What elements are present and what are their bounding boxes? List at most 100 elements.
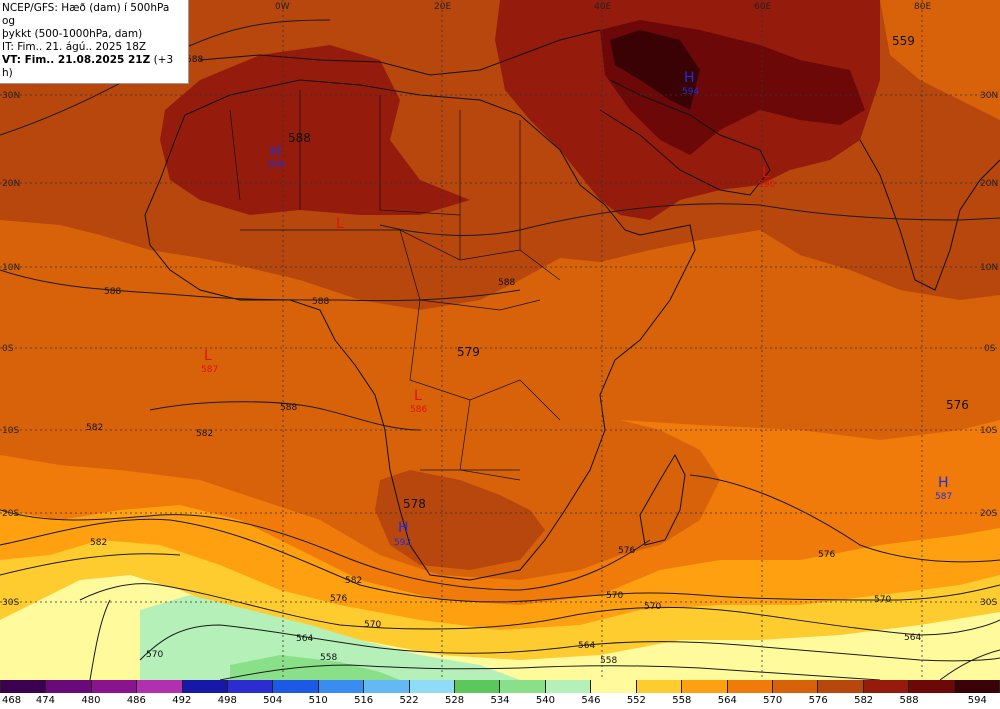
svg-text:H: H (270, 144, 281, 160)
svg-text:587: 587 (201, 365, 218, 375)
colorbar-swatch (818, 680, 864, 693)
field-600-core (610, 30, 700, 110)
svg-text:H: H (684, 70, 695, 86)
field-value-label: 588 (288, 131, 311, 145)
svg-text:586: 586 (410, 405, 427, 415)
lon-label: 60E (754, 2, 771, 12)
contour-558 (219, 664, 881, 680)
contour-564 (139, 624, 1000, 662)
valid-time: VT: Fim.. 21.08.2025 21Z (+3 h) (2, 54, 184, 80)
contour-labels: 588 588 588 588 588 582 582 582 582 576 … (86, 55, 921, 666)
lat-label: 20N (2, 179, 20, 189)
contour-label: 582 (196, 429, 213, 439)
contour-label: 576 (818, 550, 835, 560)
contour-label: 582 (86, 423, 103, 433)
colorbar-swatch (364, 680, 410, 693)
colorbar-tick-label: 492 (172, 695, 192, 706)
colorbar-legend: 468 474 480 486 492 498 504 510 516 522 528 534 540 5… (0, 680, 1000, 709)
colorbar-swatch (91, 680, 138, 693)
colorbar-swatch (0, 680, 47, 693)
contour-label: 558 (600, 656, 617, 666)
init-time: IT: Fim.. 21. ágú.. 2025 18Z (2, 41, 147, 53)
colorbar-swatch (909, 680, 955, 693)
colorbar-swatch (682, 680, 728, 693)
colorbar-swatch (137, 680, 183, 693)
mediterranean-coast (199, 29, 601, 76)
high-center: H 592 (394, 520, 411, 548)
contour-label: 582 (90, 538, 107, 548)
field-value-label: 576 (946, 398, 969, 412)
colorbar-tick-label: 510 (308, 695, 328, 706)
map-canvas: 0W 20E 40E 60E 80E 30N 20N 10N 0S 10S 20… (0, 0, 1000, 680)
field-546 (140, 595, 520, 680)
colorbar-tick-label: 474 (35, 695, 55, 706)
colorbar-tick-label: 504 (263, 695, 283, 706)
contour-576 (0, 518, 1000, 603)
field-588-sahara (160, 45, 470, 215)
contour-label: 570 (606, 591, 623, 601)
colorbar-tick-label: 576 (808, 695, 828, 706)
contour-588-mid (0, 269, 521, 431)
colorbar-tick-label: 468 (2, 695, 22, 706)
contour-label: 588 (186, 55, 203, 65)
contour-label: 582 (345, 576, 362, 586)
valid-time-label: VT: Fim.. 21.08.2025 21Z (2, 54, 151, 66)
product-title: NCEP/GFS: Hæð (dam) í 500hPa og (2, 2, 170, 27)
colorbar-swatch (228, 680, 274, 693)
field-values: 588 579 578 576 559 (288, 34, 969, 511)
lat-label: 30N (980, 91, 998, 101)
colorbar-swatch (863, 680, 910, 693)
colorbar-tick-label: 570 (763, 695, 783, 706)
contour-label: 570 (644, 602, 661, 612)
colorbar-swatch (545, 680, 592, 693)
low-center: L (336, 216, 344, 232)
field-582-southafrica (375, 470, 545, 570)
colorbar-tick-label: 534 (490, 695, 510, 706)
svg-text:L: L (762, 165, 770, 181)
svg-text:H: H (938, 475, 949, 491)
right-lat-labels: 30N 20N 10N 0S 10S 20S 30S (980, 91, 998, 608)
colorbar-swatch (500, 680, 546, 693)
colorbar-tick-label: 564 (717, 695, 737, 706)
svg-text:590: 590 (758, 180, 775, 190)
svg-text:592: 592 (394, 538, 411, 548)
lat-label: 10N (980, 263, 998, 273)
forecast-info-box: NCEP/GFS: Hæð (dam) í 500hPa og þykkt (5… (0, 0, 189, 84)
svg-text:L: L (414, 388, 422, 404)
colorbar-tick-label: 480 (81, 695, 101, 706)
field-value-label: 559 (892, 34, 915, 48)
madagascar-coast (639, 453, 686, 546)
contour-label: 564 (904, 633, 921, 643)
contour-label: 570 (874, 595, 891, 605)
colorbar-tick-label: 486 (126, 695, 146, 706)
lat-label: 20S (2, 509, 19, 519)
contour-570-west (89, 599, 111, 680)
valid-time-offset: (+3 h) (2, 54, 174, 79)
lat-label: 0S (2, 344, 14, 354)
colorbar-swatch (455, 680, 501, 693)
svg-text:587: 587 (935, 492, 952, 502)
lat-label: 0S (984, 344, 996, 354)
colorbar-tick-label: 558 (672, 695, 692, 706)
svg-text:L: L (204, 348, 212, 364)
top-lon-labels: 0W 20E 40E 60E 80E (275, 2, 931, 12)
contour-582 (0, 509, 651, 591)
contour-label: 564 (578, 641, 595, 651)
low-center: L 590 (758, 165, 775, 190)
svg-text:594: 594 (682, 87, 699, 97)
colorbar-swatch (318, 680, 365, 693)
contour-label: 564 (296, 634, 313, 644)
contour-label: 576 (330, 594, 347, 604)
colorbar-swatch (409, 680, 456, 693)
colorbar-swatch (46, 680, 92, 693)
field-540 (230, 655, 400, 680)
left-lat-labels: 30N 20N 10N 0S 10S 20S 30S (2, 91, 20, 608)
lat-label: 30S (2, 598, 19, 608)
pressure-centers: H 594 H 594 L 587 L 586 H 592 H 587 (201, 70, 952, 548)
contour-label: 570 (146, 650, 163, 660)
field-576-central (400, 315, 520, 420)
lat-label: 10N (2, 263, 20, 273)
colorbar-tick-label: 582 (854, 695, 874, 706)
low-center: L 586 (410, 388, 427, 415)
